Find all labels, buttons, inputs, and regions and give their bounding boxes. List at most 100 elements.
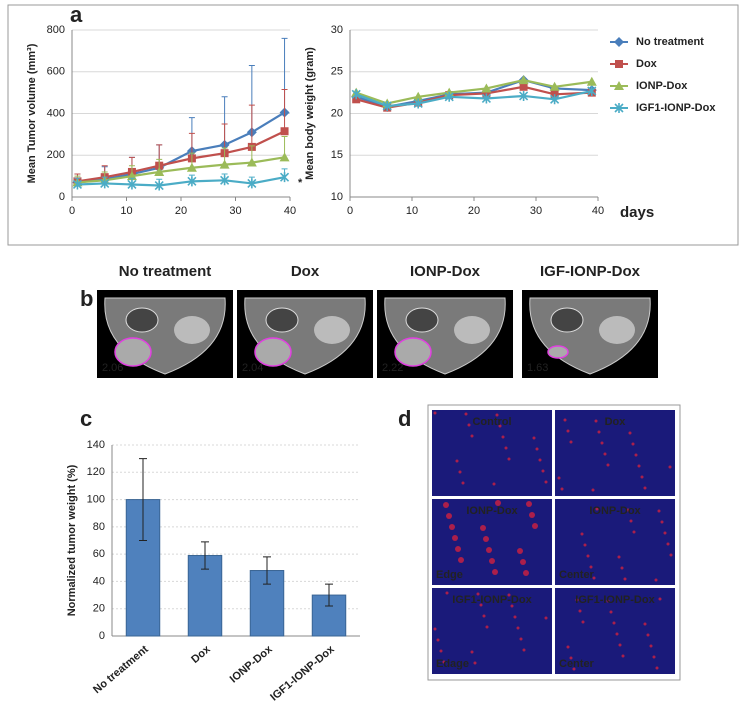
y-tick-label: 20 [331, 107, 343, 119]
ratio-label: 2.22 [382, 362, 403, 374]
error-bar [139, 458, 147, 541]
stain-dot [516, 626, 520, 630]
y-axis-label: Normalized tumor weight (%) [66, 464, 78, 616]
stain-dot [461, 481, 465, 485]
stain-dot [581, 620, 585, 624]
stain-dot [495, 500, 501, 506]
annotation: * [298, 177, 303, 189]
marker [587, 85, 597, 96]
stain-dot [600, 441, 604, 445]
stain-dot [501, 435, 505, 439]
marker [482, 89, 491, 98]
marker [519, 82, 528, 91]
stain-dot [631, 442, 635, 446]
y-tick-label: 80 [93, 521, 105, 533]
marker [154, 180, 164, 191]
legend-label: IGF1-IONP-Dox [636, 102, 716, 114]
error-bar [201, 541, 209, 570]
stain-dot [458, 557, 464, 563]
stain-dot [470, 434, 474, 438]
series-line [77, 176, 285, 187]
stain-dot [529, 512, 535, 518]
stain-dot [480, 525, 486, 531]
series-line [355, 85, 592, 109]
stain-dot [612, 621, 616, 625]
x-tick-label: 20 [175, 205, 187, 217]
stain-dot [541, 469, 545, 473]
image-title: No treatment [119, 263, 212, 280]
y-tick-label: 40 [93, 575, 105, 587]
stain-dot [445, 591, 449, 595]
x-tick-label: No treatment [91, 643, 151, 696]
stain-dot [569, 440, 573, 444]
stain-dot [643, 622, 647, 626]
stain-dot [626, 508, 630, 512]
stain-dot [557, 476, 561, 480]
series-line [77, 111, 286, 184]
marker [549, 81, 560, 91]
marker [186, 162, 197, 172]
stain-dot [628, 431, 632, 435]
stain-dot [519, 637, 523, 641]
y-tick-label: 100 [87, 493, 105, 505]
stain-dot [589, 565, 593, 569]
stain-dot [632, 530, 636, 534]
stain-dot [520, 559, 526, 565]
stain-dot [495, 413, 499, 417]
stain-dot [535, 447, 539, 451]
marker [72, 179, 83, 190]
tumor-outline [254, 337, 292, 367]
stain-dot [586, 554, 590, 558]
ratio-label: 1.63 [527, 362, 548, 374]
stain-dot [669, 553, 673, 557]
histology-image [432, 410, 552, 496]
stain-dot [560, 487, 564, 491]
stain-dot [544, 616, 548, 620]
marker [154, 166, 165, 176]
stain-dot [479, 603, 483, 607]
stain-dot [615, 632, 619, 636]
marker [519, 90, 529, 101]
stain-dot [507, 593, 511, 597]
stain-dot [658, 597, 662, 601]
stain-dot [618, 643, 622, 647]
marker [127, 179, 137, 190]
marker [246, 157, 257, 167]
histology-image [432, 588, 552, 674]
stain-dot [532, 523, 538, 529]
y-tick-label: 30 [331, 24, 343, 36]
organ [599, 316, 635, 344]
panel-label: d [398, 406, 411, 431]
stain-dot [652, 655, 656, 659]
stain-dot [623, 577, 627, 581]
marker [481, 83, 492, 93]
stain-dot [513, 615, 517, 619]
stain-dot [492, 569, 498, 575]
x-tick-label: 10 [120, 205, 132, 217]
image-title: IONP-Dox [410, 263, 481, 280]
stain-dot [467, 423, 471, 427]
panel-label: c [80, 406, 92, 431]
stain-dot [464, 412, 468, 416]
organ [125, 307, 159, 333]
marker [550, 90, 559, 99]
stain-dot [566, 645, 570, 649]
stain-dot [637, 464, 641, 468]
stain-dot [597, 430, 601, 434]
stain-dot [532, 436, 536, 440]
stain-dot [569, 656, 573, 660]
marker [382, 100, 392, 111]
stain-dot [591, 488, 595, 492]
stain-dot [655, 666, 659, 670]
y-tick-label: 200 [47, 149, 65, 161]
tumor-outline [547, 345, 569, 359]
x-axis-label: days [620, 204, 654, 221]
ratio-label: 2.06 [102, 362, 123, 374]
stain-dot [575, 598, 579, 602]
stain-dot [436, 638, 440, 642]
y-axis-label: Mean body weight (gram) [304, 47, 316, 180]
stain-dot [657, 509, 661, 513]
error-bar [263, 556, 271, 585]
stain-dot [578, 609, 582, 613]
